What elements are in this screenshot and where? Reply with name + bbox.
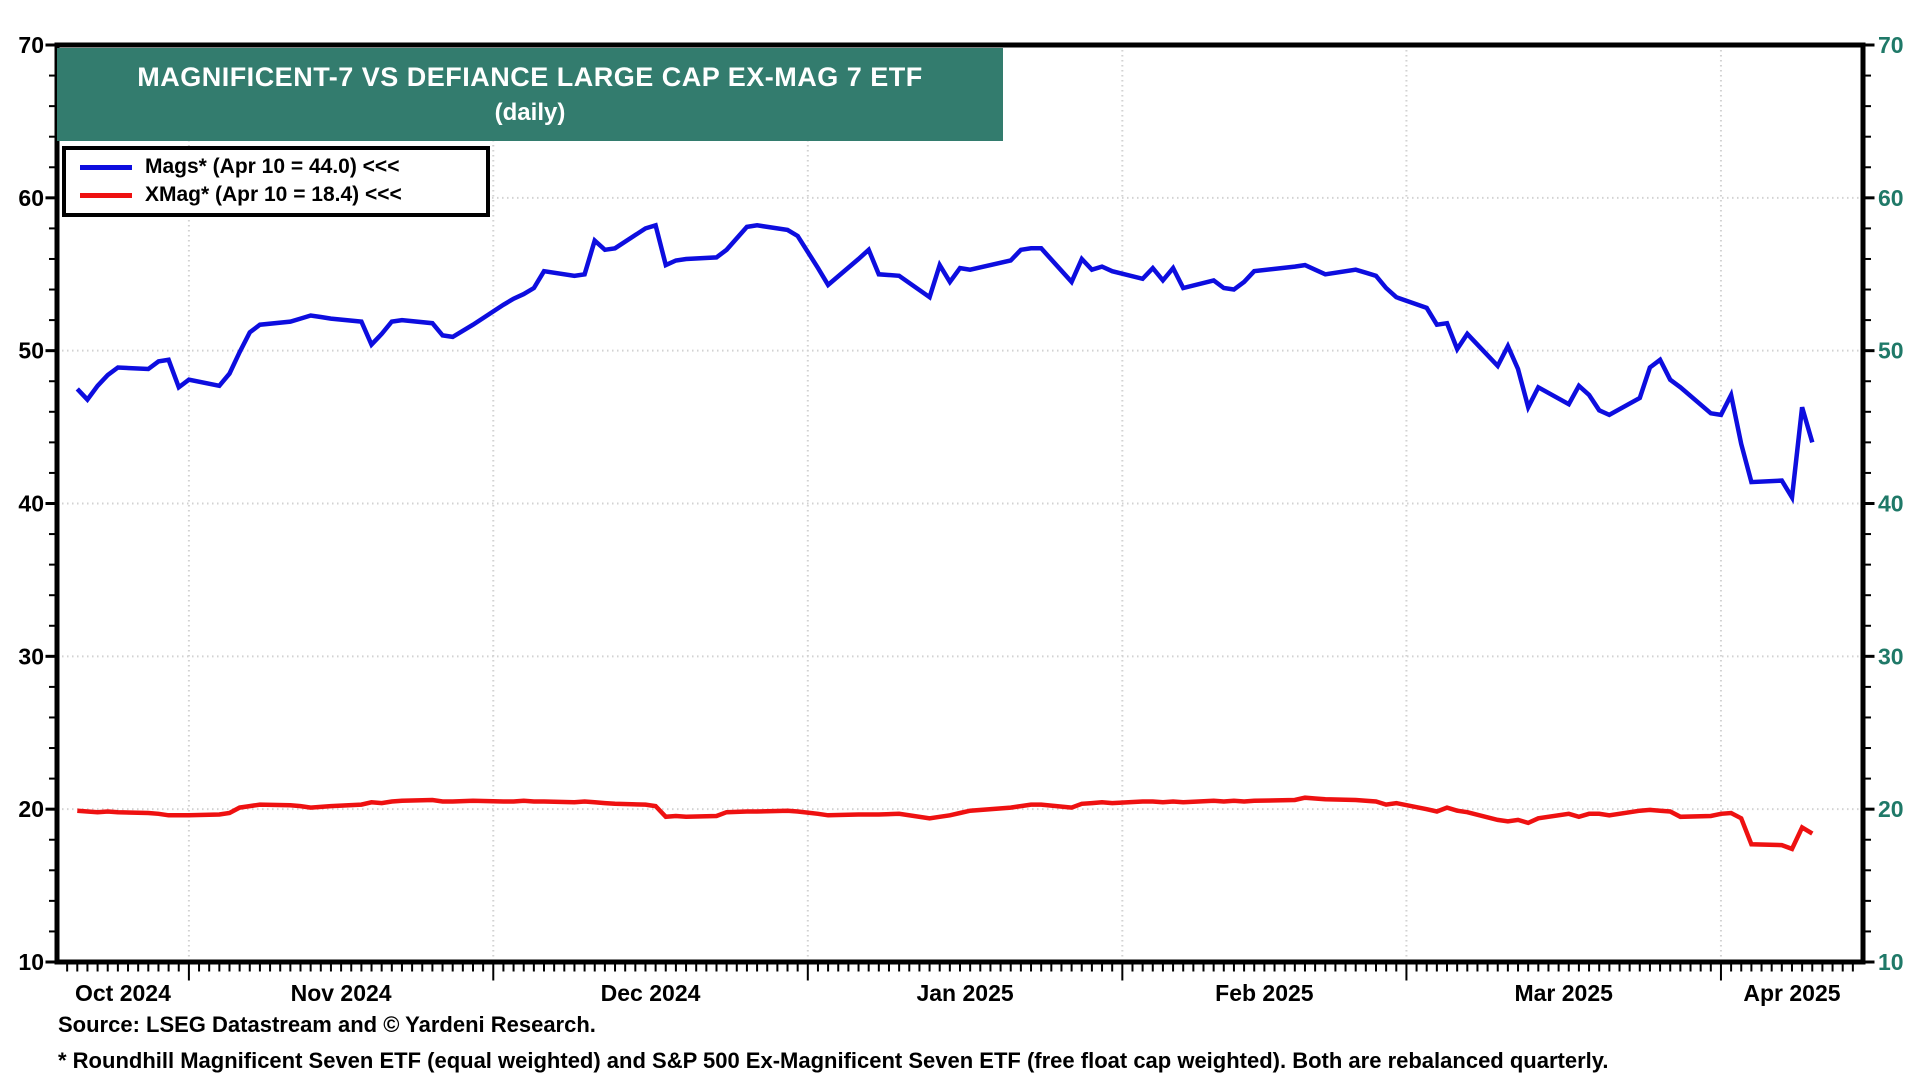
- y-axis-label-right-30: 30: [1878, 643, 1904, 669]
- y-axis-label-left-50: 50: [18, 338, 44, 364]
- x-axis-month-label: Jan 2025: [916, 980, 1013, 1006]
- series-line-mags: [75, 222, 1815, 505]
- plot-border: [54, 42, 1866, 965]
- y-axis-label-left-40: 40: [18, 491, 44, 517]
- legend-label-mags: Mags* (Apr 10 = 44.0) <<<: [145, 155, 400, 178]
- y-axis-label-left-70: 70: [18, 32, 44, 58]
- y-axis-label-right-10: 10: [1878, 949, 1904, 975]
- series-line-xmag: [77, 795, 1814, 852]
- x-axis-month-label: Dec 2024: [601, 980, 701, 1006]
- y-axis-label-right-40: 40: [1878, 491, 1904, 517]
- y-axis-label-left-60: 60: [18, 185, 44, 211]
- y-axis-label-right-20: 20: [1878, 796, 1904, 822]
- source-text: Source: LSEG Datastream and © Yardeni Re…: [58, 1012, 596, 1037]
- mags-line-swatch: [80, 164, 132, 170]
- y-axis-label-left-30: 30: [18, 643, 44, 669]
- x-axis-month-label: Apr 2025: [1743, 980, 1840, 1006]
- y-axis-label-right-70: 70: [1878, 32, 1904, 58]
- title-banner: MAGNIFICENT-7 VS DEFIANCE LARGE CAP EX-M…: [57, 48, 1003, 141]
- y-axis-label-right-60: 60: [1878, 185, 1904, 211]
- chart-title: MAGNIFICENT-7 VS DEFIANCE LARGE CAP EX-M…: [137, 62, 923, 92]
- y-axis-label-left-10: 10: [18, 949, 44, 975]
- chart-subtitle: (daily): [494, 99, 566, 126]
- legend-item-mags: Mags* (Apr 10 = 44.0) <<<: [66, 153, 486, 181]
- x-axis-month-label: Mar 2025: [1514, 980, 1613, 1006]
- legend-item-xmag: XMag* (Apr 10 = 18.4) <<<: [66, 181, 486, 209]
- x-axis-month-label: Nov 2024: [291, 980, 392, 1006]
- legend: Mags* (Apr 10 = 44.0) <<< XMag* (Apr 10 …: [62, 146, 490, 217]
- legend-label-xmag: XMag* (Apr 10 = 18.4) <<<: [145, 183, 402, 206]
- xmag-line-swatch: [80, 192, 132, 198]
- x-axis-month-label: Oct 2024: [75, 980, 171, 1006]
- y-axis-label-left-20: 20: [18, 796, 44, 822]
- y-axis-label-right-50: 50: [1878, 338, 1904, 364]
- footnote-text: * Roundhill Magnificent Seven ETF (equal…: [58, 1048, 1609, 1073]
- x-axis-month-label: Feb 2025: [1215, 980, 1314, 1006]
